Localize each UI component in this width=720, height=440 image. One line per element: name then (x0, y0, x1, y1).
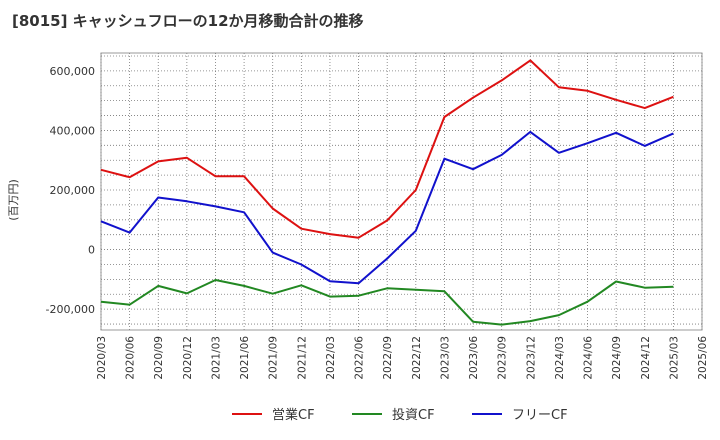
x-tick-label: 2025/03 (668, 336, 680, 380)
x-tick-label: 2020/12 (182, 336, 194, 380)
x-tick-label: 2024/09 (611, 336, 623, 380)
x-tick-label: 2020/09 (153, 336, 165, 380)
x-tick-label: 2022/03 (325, 336, 337, 380)
chart-title: [8015] キャッシュフローの12か月移動合計の推移 (12, 12, 364, 30)
y-tick-label: 400,000 (50, 124, 96, 137)
y-tick-label: 200,000 (50, 184, 96, 197)
legend-label: フリーCF (512, 408, 568, 423)
series-line-フリーCF (100, 130, 674, 285)
y-tick-label: -200,000 (46, 303, 95, 316)
y-axis-ticks: -200,000 0 200,000 400,000 600,000 (46, 65, 95, 316)
x-tick-label: 2023/09 (497, 336, 509, 380)
x-tick-label: 2024/12 (640, 336, 652, 380)
legend-label: 投資CF (392, 407, 435, 423)
x-tick-label: 2023/06 (468, 336, 480, 380)
x-axis-ticks: 2020/03 2020/06 2020/09 2020/12 2021/03 2021/… (96, 336, 709, 380)
x-tick-label: 2023/12 (525, 336, 537, 380)
x-tick-label: 2020/03 (96, 336, 108, 380)
x-tick-label: 2021/06 (239, 336, 251, 380)
x-tick-label: 2021/03 (210, 336, 222, 380)
grid-lines (100, 53, 703, 330)
series-line-投資CF (100, 279, 674, 326)
x-tick-label: 2022/09 (382, 336, 394, 380)
series-line-営業CF (100, 59, 674, 239)
x-tick-label: 2023/03 (439, 336, 451, 380)
x-tick-label: 2024/06 (583, 336, 595, 380)
series-lines (100, 59, 674, 326)
x-tick-label: 2024/03 (554, 336, 566, 380)
x-tick-label: 2025/06 (697, 336, 709, 380)
y-axis-label: (百万円) (7, 179, 20, 221)
x-tick-label: 2022/06 (354, 336, 366, 380)
legend: 営業CF 投資CF フリーCF (232, 407, 568, 423)
y-tick-label: 600,000 (50, 65, 96, 78)
y-tick-label: 0 (88, 244, 95, 257)
legend-label: 営業CF (272, 407, 315, 423)
x-tick-label: 2021/09 (268, 336, 280, 380)
x-tick-label: 2022/12 (411, 336, 423, 380)
x-tick-label: 2020/06 (125, 336, 137, 380)
x-tick-label: 2021/12 (296, 336, 308, 380)
